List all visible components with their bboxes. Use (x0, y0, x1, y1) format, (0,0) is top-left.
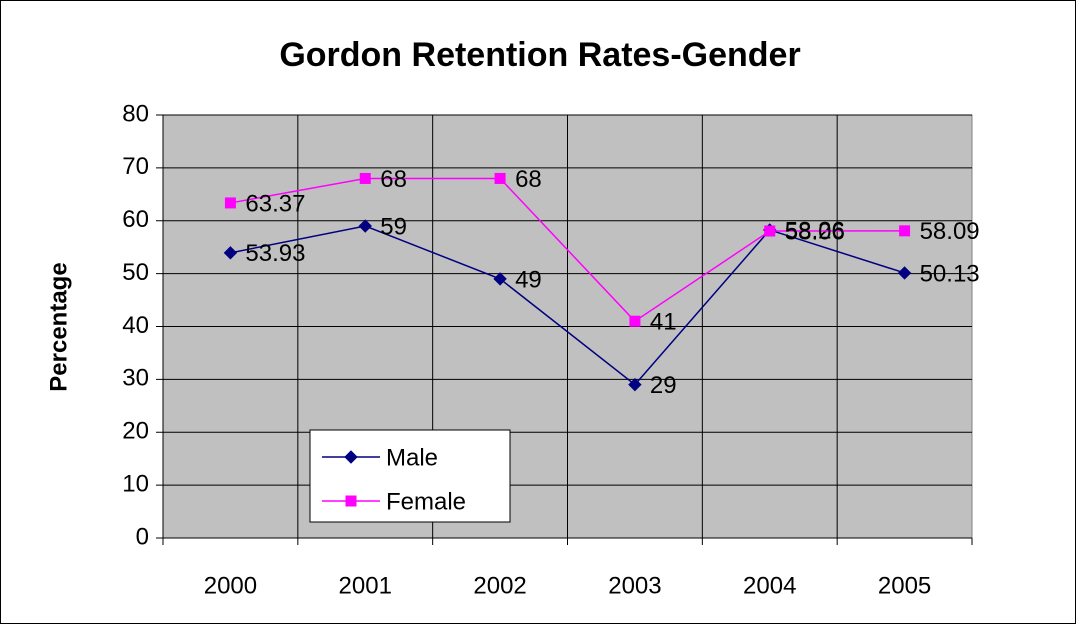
marker (345, 495, 357, 507)
marker (358, 219, 372, 233)
marker (494, 172, 506, 184)
data-label: 29 (650, 372, 677, 399)
legend-label: Female (386, 488, 466, 515)
marker (897, 266, 912, 280)
marker (764, 225, 776, 237)
x-tick-label: 2005 (878, 572, 931, 599)
y-tick-label: 0 (136, 523, 149, 550)
y-axis-label: Percentage (45, 262, 72, 391)
data-label: 50.13 (920, 260, 980, 287)
data-label: 68 (515, 166, 542, 193)
x-tick-label: 2003 (608, 572, 661, 599)
marker (344, 450, 358, 464)
data-label: 58.09 (920, 218, 980, 245)
marker (629, 315, 641, 327)
y-tick-label: 10 (122, 470, 149, 497)
data-label: 41 (650, 309, 677, 336)
marker (899, 225, 911, 237)
data-label: 49 (515, 266, 542, 293)
data-label: 58.06 (785, 218, 845, 245)
data-label: 59 (380, 213, 407, 240)
marker (359, 172, 371, 184)
y-tick-label: 40 (122, 312, 149, 339)
marker (224, 197, 236, 209)
y-tick-label: 30 (122, 365, 149, 392)
x-tick-label: 2001 (339, 572, 392, 599)
chart-title: Gordon Retention Rates-Gender (279, 36, 800, 74)
series-line (230, 177, 905, 323)
y-tick-label: 50 (122, 259, 149, 286)
legend-label: Male (386, 444, 438, 471)
data-label: 63.37 (245, 190, 305, 217)
x-tick-label: 2004 (743, 572, 796, 599)
x-tick-label: 2002 (473, 572, 526, 599)
series-line (230, 225, 905, 386)
x-tick-label: 2000 (204, 572, 257, 599)
legend-box (309, 429, 511, 523)
y-tick-label: 60 (122, 206, 149, 233)
y-tick-label: 20 (122, 418, 149, 445)
marker (493, 272, 507, 286)
marker (628, 377, 642, 392)
y-tick-label: 70 (122, 153, 149, 180)
data-label: 53.93 (245, 240, 305, 267)
data-label: 68 (380, 166, 407, 193)
y-tick-label: 80 (122, 100, 149, 127)
marker (223, 246, 238, 260)
